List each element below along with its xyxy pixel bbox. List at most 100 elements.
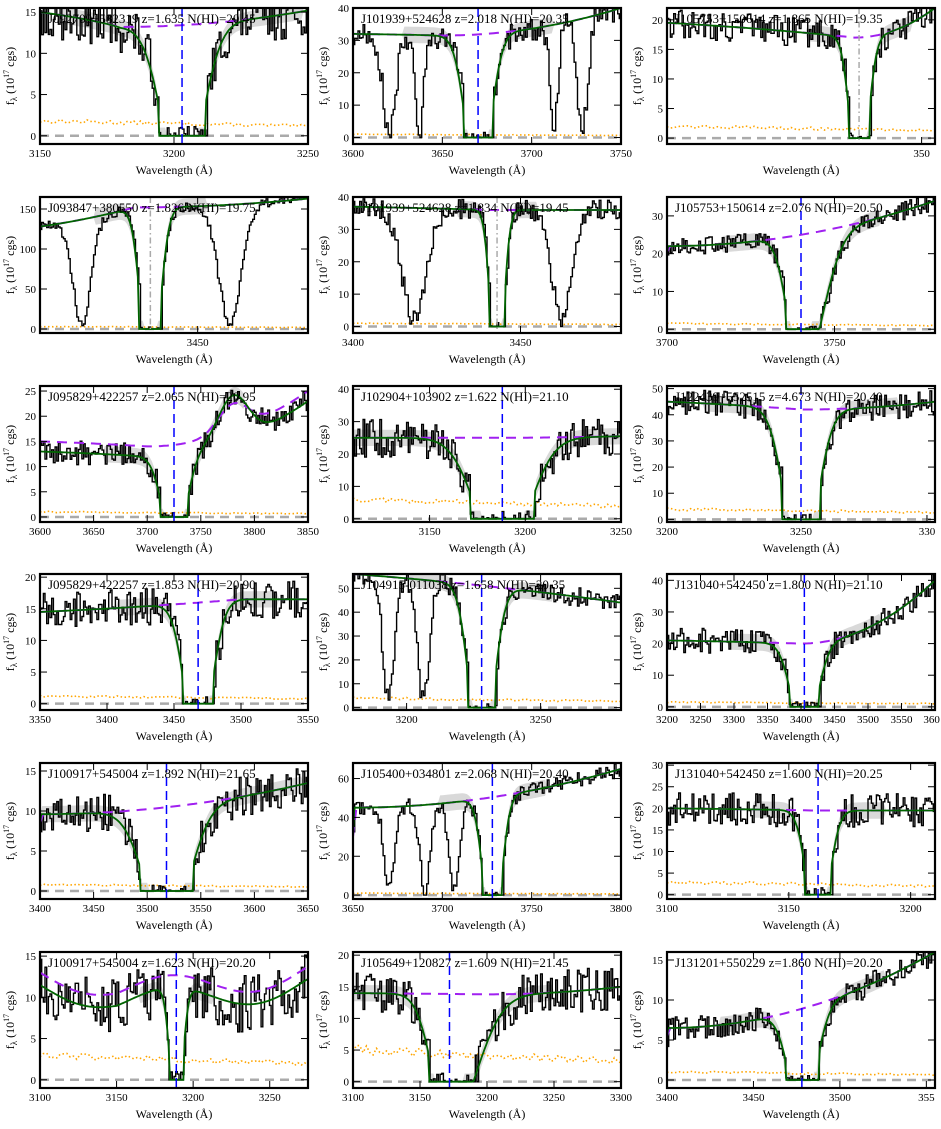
y-tick-label: 60: [338, 774, 350, 786]
x-tick-label: 3650: [297, 903, 320, 915]
y-tick-label: 10: [652, 286, 664, 298]
x-axis-label: Wavelength (Å): [763, 1107, 840, 1121]
plot-frame: [38, 195, 310, 335]
x-tick-label: 3450: [510, 337, 533, 349]
x-tick-label: 3500: [857, 714, 880, 726]
y-axis-label: fλ (1017 cgs): [629, 425, 646, 483]
y-tick-label: 5: [344, 1045, 350, 1057]
y-tick-label: 15: [25, 7, 37, 19]
y-tick-label: 100: [20, 244, 37, 256]
plot-area: [40, 763, 308, 899]
panel-14: 0 20 40 60 3650 3700 3750 3800 Wavelength (Å) fλ …: [315, 761, 633, 932]
y-tick-label: 40: [338, 384, 350, 396]
y-tick-label: 30: [338, 417, 350, 429]
panel-11: 0 10 20 30 40 50 3200 3250 Wavelength (Å) fλ (101…: [315, 572, 623, 743]
plot-area: [40, 8, 308, 144]
x-tick-label: 3550: [891, 714, 914, 726]
x-tick-label: 3350: [29, 714, 52, 726]
x-tick-label: 3450: [824, 714, 847, 726]
error-spectrum: [353, 892, 621, 895]
y-tick-label: 25: [25, 386, 37, 398]
x-tick-label: 3400: [96, 714, 119, 726]
y-tick-label: 10: [338, 289, 350, 301]
y-axis-label: fλ (1017 cgs): [2, 613, 19, 671]
panel-9: 0 10 20 30 40 50 3200 3250 330 Wavelength (Å) fλ (…: [629, 384, 937, 555]
y-tick-label: 5: [31, 1034, 37, 1046]
error-spectrum: [353, 696, 621, 703]
plot-area: [667, 763, 935, 899]
panel-7: 0 5 10 15 20 25 3600 3650 3700 3750 3800 3850 Wavele…: [2, 384, 320, 555]
y-axis-label: fλ (1017 cgs): [629, 613, 646, 671]
plot-frame: [351, 195, 623, 335]
voigt-model-fit: [667, 8, 935, 140]
x-tick-label: 3250: [297, 148, 320, 160]
panel-title: J131040+542450 z=1.600 N(HI)=20.25: [675, 766, 883, 781]
y-tick-label: 15: [25, 766, 37, 778]
x-axis-label: Wavelength (Å): [449, 541, 526, 555]
panel-title: J095829+422257 z=1.853 N(HI)=20.90: [48, 577, 256, 592]
y-tick-label: 20: [652, 639, 664, 651]
x-tick-label: 3750: [824, 337, 847, 349]
panel-15: 0 5 10 15 20 25 30 3100 3150 3200 Wavelength (Å) fλ…: [629, 760, 937, 932]
voigt-model-fit: [40, 782, 308, 892]
y-tick-label: 50: [25, 284, 37, 296]
y-tick-label: 40: [652, 575, 664, 587]
plot-area: [353, 197, 621, 333]
panel-title: J105400+034801 z=2.068 N(HI)=20.40: [361, 766, 569, 781]
panel-title: J092709+582319 z=1.635 N(HI)=20.45: [48, 11, 256, 26]
voigt-model-fit: [353, 574, 621, 709]
voigt-model-fit: [353, 985, 621, 1083]
y-tick-label: 20: [338, 257, 350, 269]
x-tick-label: 3200: [656, 526, 679, 538]
panel-title: J101939+524628 z=1.834 N(HI)=19.45: [361, 200, 569, 215]
y-tick-label: 10: [652, 488, 664, 500]
x-axis-label: Wavelength (Å): [449, 1107, 526, 1121]
voigt-model-fit: [40, 978, 308, 1081]
observed-spectrum: [40, 954, 308, 1081]
plot-area: [667, 8, 935, 144]
panel-10: 0 5 10 15 20 3350 3400 3450 3500 3550 Wavelength (…: [2, 572, 320, 743]
x-tick-label: 3700: [656, 337, 679, 349]
y-tick-label: 40: [338, 607, 350, 619]
panel-title: J100917+545004 z=1.892 N(HI)=21.65: [48, 766, 256, 781]
plot-frame: [38, 761, 310, 901]
y-axis-label: fλ (1017 cgs): [315, 991, 332, 1049]
y-tick-label: 0: [344, 1077, 350, 1089]
plot-area: [40, 197, 308, 333]
panel-title: J131040+542450 z=1.800 N(HI)=21.10: [675, 577, 883, 592]
y-tick-label: 20: [338, 449, 350, 461]
y-axis-label: fλ (1017 cgs): [2, 47, 19, 105]
plot-frame: [665, 950, 937, 1090]
x-axis-label: Wavelength (Å): [449, 729, 526, 743]
panel-title: J102904+103902 z=1.622 N(HI)=21.10: [361, 389, 569, 404]
x-tick-label: 3150: [106, 1092, 129, 1104]
panel-16: 0 5 10 15 3100 3150 3200 3250 Wavelength (Å) fλ (…: [2, 950, 310, 1121]
panel-title: J105649+120827 z=1.609 N(HI)=21.45: [361, 955, 569, 970]
panel-4: 0 50 100 150 3450 Wavelength (Å) fλ (1017 cgs)…: [2, 195, 310, 366]
x-tick-label: 3700: [431, 903, 454, 915]
y-tick-label: 15: [25, 951, 37, 963]
x-tick-label: 3150: [409, 1092, 432, 1104]
y-tick-label: 30: [652, 607, 664, 619]
y-tick-label: 20: [652, 803, 664, 815]
x-tick-label: 3500: [829, 1092, 852, 1104]
panel-6: 0 10 20 30 3700 3750 Wavelength (Å) fλ (1017 cg…: [629, 195, 937, 366]
voigt-model-fit: [667, 807, 935, 896]
y-tick-label: 0: [658, 1075, 664, 1087]
panel-title: J131201+550229 z=1.860 N(HI)=20.20: [675, 955, 883, 970]
y-tick-label: 10: [652, 847, 664, 859]
x-tick-label: 3500: [230, 714, 253, 726]
x-tick-label: 3400: [29, 903, 52, 915]
panel-3: 0 5 10 15 20 350 Wavelength (Å) fλ (1017 cgs) J1…: [629, 6, 937, 177]
y-tick-label: 5: [31, 667, 37, 679]
observed-spectrum: [353, 763, 621, 896]
fit-uncertainty-band: [40, 776, 308, 891]
fit-uncertainty-band: [667, 952, 935, 1080]
y-tick-label: 0: [658, 133, 664, 145]
y-tick-label: 0: [658, 514, 664, 526]
x-tick-label: 355: [918, 1092, 935, 1104]
y-tick-label: 40: [652, 410, 664, 422]
x-axis-label: Wavelength (Å): [763, 352, 840, 366]
y-tick-label: 0: [31, 131, 37, 143]
x-axis-label: Wavelength (Å): [136, 352, 213, 366]
